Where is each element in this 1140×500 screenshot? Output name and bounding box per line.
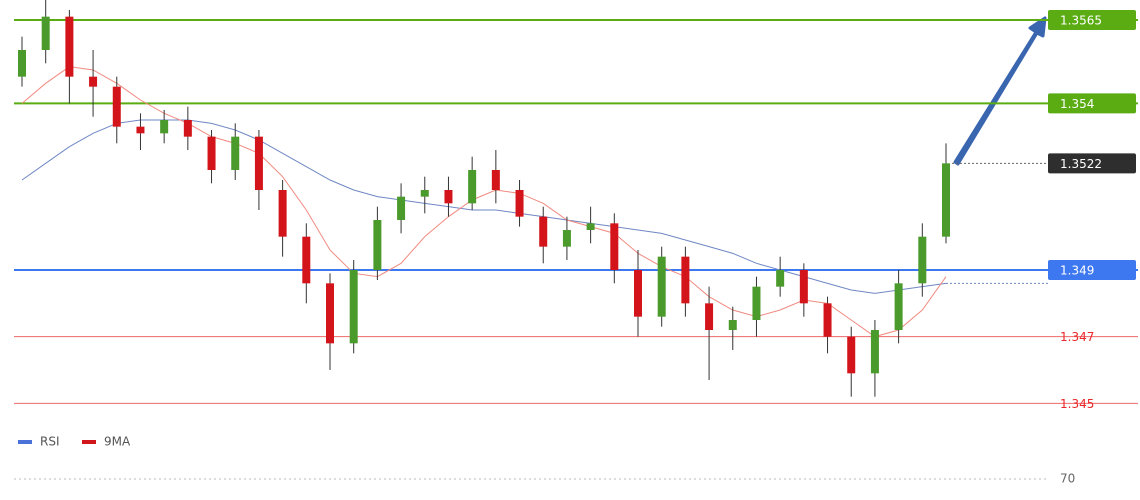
candle-body (657, 256, 666, 317)
candle-body (302, 236, 311, 284)
candle-body (65, 16, 74, 77)
candle-body (728, 320, 737, 330)
level-label: 1.354 (1060, 97, 1094, 111)
last-price-label: 1.3522 (1060, 157, 1102, 171)
candle-body (847, 336, 856, 374)
candle-body (349, 270, 358, 344)
indicator-tick: 70 (1060, 472, 1075, 486)
candle-body (231, 136, 240, 170)
candle-body (207, 136, 216, 170)
legend-swatch (82, 440, 96, 444)
candle-body (326, 283, 334, 344)
candle-body (444, 190, 453, 204)
candle-body (870, 330, 879, 374)
candle-body (18, 50, 26, 77)
level-label: 1.347 (1060, 330, 1094, 344)
candle-body (183, 120, 192, 137)
candle-body (562, 230, 571, 247)
candle-body (823, 303, 832, 337)
candle-body (918, 236, 927, 284)
arrow (953, 16, 1047, 166)
candle-body (89, 76, 98, 87)
candle-body (776, 270, 785, 287)
moving-average (21, 66, 947, 338)
candle-body (41, 16, 50, 51)
candle-body (278, 190, 287, 237)
candle-body (468, 170, 477, 204)
candle-body (491, 170, 500, 190)
level-box (1048, 10, 1136, 30)
level-label: 1.349 (1060, 264, 1094, 278)
level-box (1048, 260, 1136, 280)
candle-body (894, 283, 903, 330)
candle-body (799, 270, 808, 304)
candle-body (397, 196, 406, 220)
legend-label: 9MA (104, 435, 131, 449)
candle-body (136, 126, 145, 134)
candle-body (373, 220, 382, 270)
candle-body (515, 190, 524, 217)
level-label: 1.3565 (1060, 14, 1102, 28)
candle-body (112, 86, 121, 127)
last-price-box (1048, 153, 1136, 174)
candle-body (681, 256, 690, 304)
candle-body (942, 163, 950, 237)
level-box (1048, 93, 1136, 114)
legend-label: RSI (40, 435, 60, 449)
moving-average (21, 119, 947, 294)
candle-body (420, 190, 429, 197)
candle-body (586, 223, 595, 230)
candle-body (752, 286, 761, 320)
candle-body (610, 223, 619, 270)
candle-body (705, 303, 714, 330)
legend-swatch (18, 440, 32, 444)
candle-body (254, 136, 263, 190)
level-label: 1.345 (1060, 397, 1094, 411)
candle-body (634, 270, 642, 317)
candle-body (160, 120, 169, 134)
candle-body (539, 216, 548, 247)
